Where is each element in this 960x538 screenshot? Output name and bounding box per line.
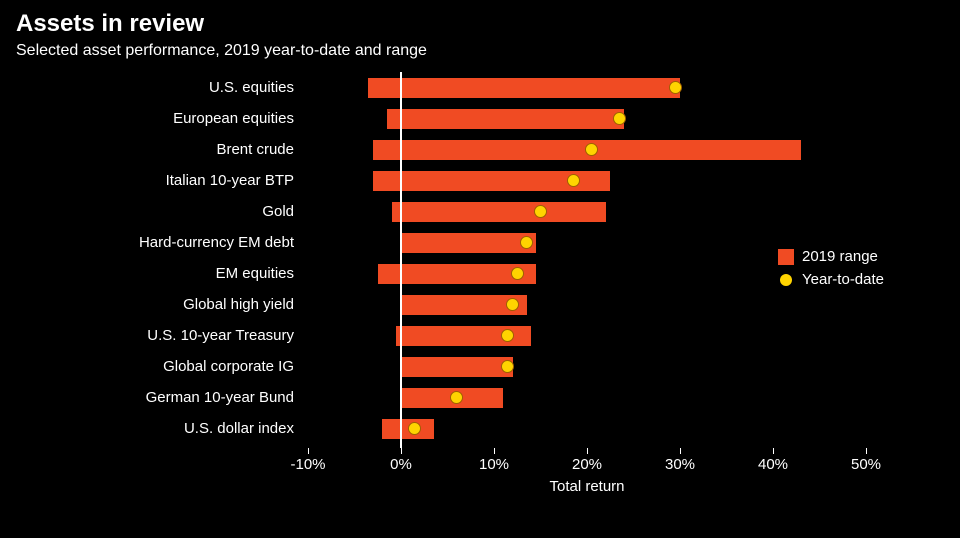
legend-item: Year-to-date [778, 271, 884, 288]
category-label: Hard-currency EM debt [34, 234, 294, 251]
ytd-dot [613, 112, 626, 125]
range-bar [392, 202, 606, 222]
category-label: German 10-year Bund [34, 389, 294, 406]
category-label: U.S. dollar index [34, 420, 294, 437]
x-tick [866, 448, 867, 454]
ytd-dot [520, 236, 533, 249]
category-label: Global corporate IG [34, 358, 294, 375]
x-tick-label: 10% [479, 456, 509, 473]
ytd-dot [567, 174, 580, 187]
ytd-dot [534, 205, 547, 218]
legend-swatch-rect [778, 249, 794, 265]
chart-subtitle: Selected asset performance, 2019 year-to… [16, 42, 427, 60]
category-label: Gold [34, 203, 294, 220]
x-tick-label: 0% [390, 456, 412, 473]
x-tick [773, 448, 774, 454]
category-label: Brent crude [34, 141, 294, 158]
ytd-dot [511, 267, 524, 280]
ytd-dot [506, 298, 519, 311]
category-label: Global high yield [34, 296, 294, 313]
x-axis-title: Total return [549, 478, 624, 495]
range-bar [401, 357, 513, 377]
x-tick [680, 448, 681, 454]
range-bar [368, 78, 680, 98]
assets-in-review-chart: Assets in review Selected asset performa… [0, 0, 960, 538]
x-tick [587, 448, 588, 454]
x-tick-label: 20% [572, 456, 602, 473]
category-label: EM equities [34, 265, 294, 282]
legend-swatch-circle [780, 274, 792, 286]
x-tick-label: 40% [758, 456, 788, 473]
chart-title: Assets in review [16, 10, 204, 38]
legend-item: 2019 range [778, 248, 884, 265]
range-bar [387, 109, 624, 129]
legend: 2019 range Year-to-date [778, 248, 884, 294]
category-label: U.S. 10-year Treasury [34, 327, 294, 344]
category-label: U.S. equities [34, 79, 294, 96]
x-tick-label: 50% [851, 456, 881, 473]
x-tick-label: -10% [290, 456, 325, 473]
ytd-dot [669, 81, 682, 94]
range-bar [401, 233, 536, 253]
category-label: Italian 10-year BTP [34, 172, 294, 189]
category-label: European equities [34, 110, 294, 127]
x-tick [401, 448, 402, 454]
x-tick [494, 448, 495, 454]
zero-axis-line [400, 72, 402, 448]
x-tick-label: 30% [665, 456, 695, 473]
legend-label: 2019 range [802, 248, 878, 265]
legend-label: Year-to-date [802, 271, 884, 288]
x-tick [308, 448, 309, 454]
